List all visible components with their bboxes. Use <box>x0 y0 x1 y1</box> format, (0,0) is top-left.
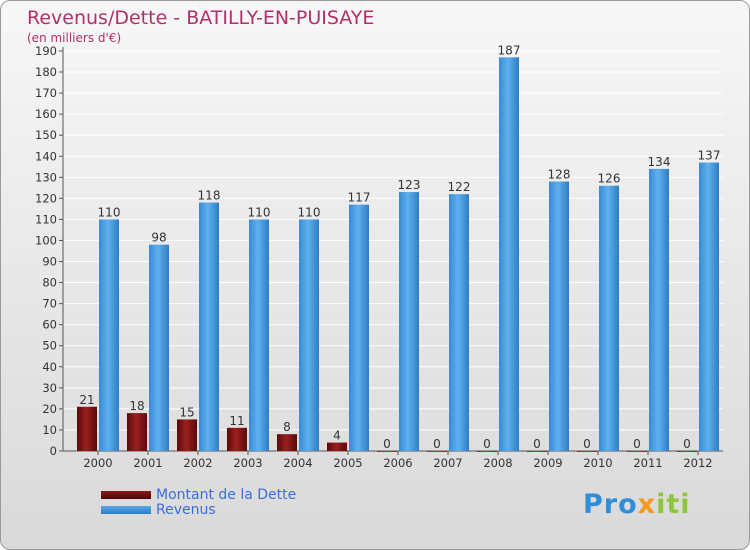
y-tick-label: 110 <box>35 212 57 226</box>
bar-revenus <box>299 219 319 451</box>
data-label-revenus: 123 <box>398 178 421 192</box>
bar-revenus <box>599 185 619 451</box>
data-label-revenus: 137 <box>698 149 721 163</box>
y-tick-label: 10 <box>42 423 57 437</box>
legend-label-dette: Montant de la Dette <box>156 486 297 503</box>
chart-subtitle: (en milliers d'€) <box>27 31 122 45</box>
y-tick-label: 70 <box>42 297 57 311</box>
data-label-dette: 0 <box>583 437 591 451</box>
x-tick-label: 2003 <box>233 456 262 470</box>
x-tick-label: 2012 <box>683 456 712 470</box>
legend-label-revenus: Revenus <box>156 501 216 518</box>
y-tick-label: 90 <box>42 255 57 269</box>
chart-title: Revenus/Dette - BATILLY-EN-PUISAYE <box>27 7 375 29</box>
data-label-dette: 0 <box>683 437 691 451</box>
bar-dette <box>627 451 647 452</box>
data-label-dette: 21 <box>79 393 94 407</box>
bar-dette <box>577 451 597 452</box>
y-tick-label: 170 <box>35 86 57 100</box>
bar-revenus <box>199 202 219 451</box>
data-label-dette: 0 <box>383 437 391 451</box>
bar-revenus <box>399 192 419 452</box>
bar-revenus <box>649 168 669 452</box>
legend-swatch-dette <box>101 490 151 499</box>
bar-dette <box>427 451 447 452</box>
y-tick-label: 130 <box>35 170 57 184</box>
y-tick-label: 180 <box>35 65 57 79</box>
y-tick-label: 150 <box>35 128 57 142</box>
x-tick-label: 2011 <box>633 456 662 470</box>
y-tick-label: 20 <box>42 402 57 416</box>
x-tick-label: 2010 <box>583 456 612 470</box>
legend: Montant de la Dette Revenus <box>101 486 297 518</box>
data-label-dette: 11 <box>229 414 244 428</box>
bar-revenus <box>149 244 169 451</box>
y-tick-label: 120 <box>35 191 57 205</box>
bar-dette <box>677 451 697 452</box>
y-tick-label: 50 <box>42 339 57 353</box>
x-tick-label: 2009 <box>533 456 562 470</box>
y-tick-label: 0 <box>50 444 57 458</box>
bar-dette <box>227 427 247 451</box>
data-label-revenus: 98 <box>151 231 166 245</box>
x-tick-label: 2007 <box>433 456 462 470</box>
bar-dette <box>277 434 297 451</box>
bar-revenus <box>699 162 719 451</box>
y-tick-label: 80 <box>42 276 57 290</box>
bar-revenus <box>499 57 519 451</box>
bar-dette <box>177 419 197 451</box>
bar-revenus <box>349 204 369 451</box>
data-label-revenus: 122 <box>448 180 471 194</box>
bar-dette <box>477 451 497 452</box>
data-label-revenus: 187 <box>498 43 521 57</box>
data-label-revenus: 128 <box>548 168 571 182</box>
legend-swatch-revenus <box>101 505 151 514</box>
y-tick-label: 60 <box>42 318 57 332</box>
data-label-dette: 0 <box>433 437 441 451</box>
proxiti-logo: Proxiti <box>583 489 691 520</box>
bar-revenus <box>449 194 469 451</box>
bar-revenus <box>99 219 119 451</box>
x-tick-label: 2000 <box>83 456 112 470</box>
x-tick-label: 2006 <box>383 456 412 470</box>
y-tick-label: 40 <box>42 360 57 374</box>
bar-dette <box>377 451 397 452</box>
data-label-revenus: 110 <box>98 205 121 219</box>
data-label-dette: 4 <box>333 429 341 443</box>
y-tick-label: 100 <box>35 233 57 247</box>
bar-revenus <box>249 219 269 451</box>
y-tick-label: 140 <box>35 149 57 163</box>
data-label-dette: 18 <box>129 399 144 413</box>
data-label-revenus: 118 <box>198 189 221 203</box>
x-tick-label: 2001 <box>133 456 162 470</box>
legend-item-dette: Montant de la Dette <box>101 486 297 503</box>
y-tick-label: 190 <box>35 44 57 58</box>
data-label-revenus: 134 <box>648 155 671 169</box>
data-label-revenus: 117 <box>348 191 371 205</box>
x-tick-label: 2008 <box>483 456 512 470</box>
data-label-revenus: 110 <box>298 205 321 219</box>
data-label-revenus: 126 <box>598 172 621 186</box>
y-tick-label: 30 <box>42 381 57 395</box>
data-label-dette: 15 <box>179 405 194 419</box>
x-tick-label: 2005 <box>333 456 362 470</box>
bar-dette <box>527 451 547 452</box>
bar-dette <box>77 406 97 451</box>
data-label-dette: 0 <box>633 437 641 451</box>
bar-revenus <box>549 181 569 452</box>
bar-dette <box>127 413 147 451</box>
bar-dette <box>327 442 347 451</box>
data-label-dette: 0 <box>533 437 541 451</box>
legend-item-revenus: Revenus <box>101 501 296 518</box>
x-tick-label: 2002 <box>183 456 212 470</box>
data-label-dette: 0 <box>483 437 491 451</box>
data-label-dette: 8 <box>283 420 291 434</box>
x-tick-label: 2004 <box>283 456 312 470</box>
y-tick-label: 160 <box>35 107 57 121</box>
data-label-revenus: 110 <box>248 205 271 219</box>
